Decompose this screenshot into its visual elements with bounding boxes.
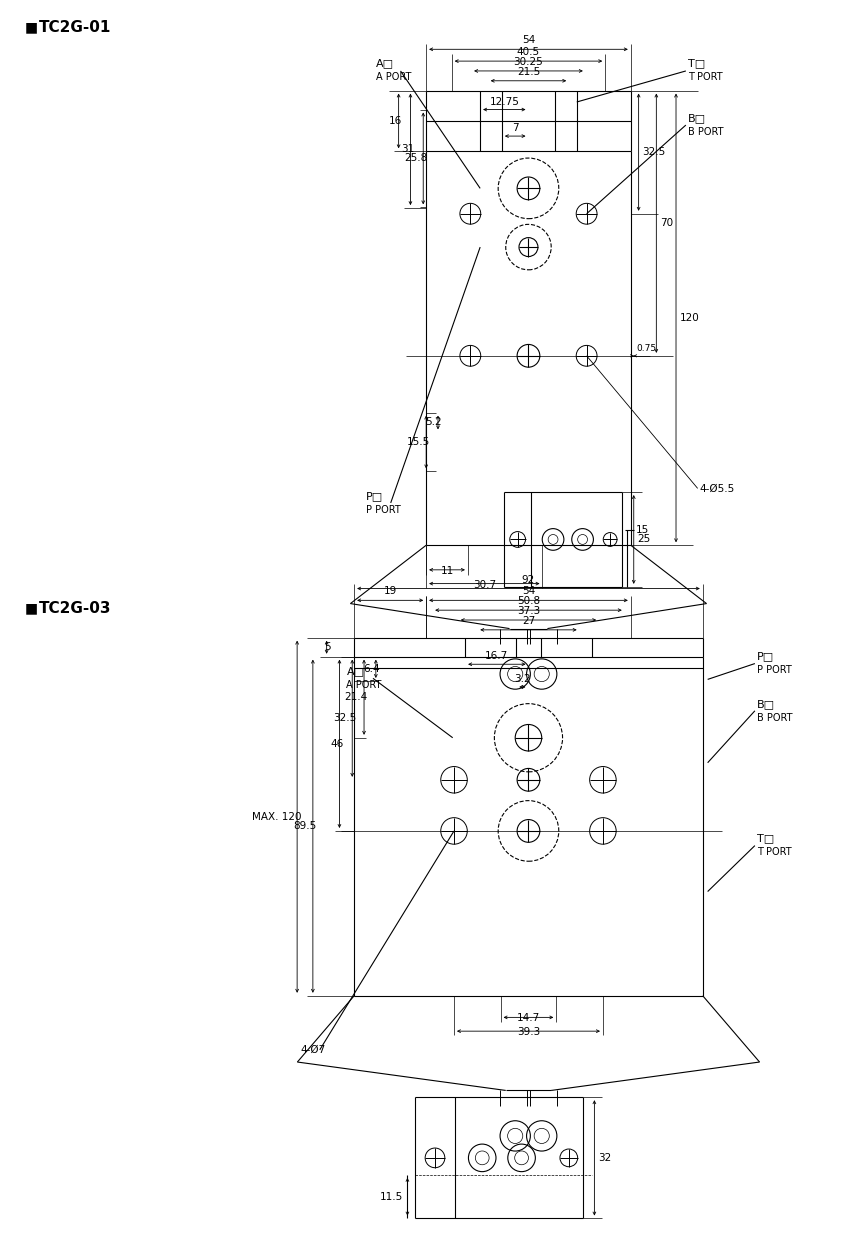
Text: 32: 32 (598, 1153, 612, 1163)
Text: 120: 120 (680, 313, 700, 323)
Text: B□: B□ (687, 113, 706, 123)
Text: A□: A□ (346, 667, 365, 677)
Text: 27: 27 (522, 616, 535, 626)
Text: 11: 11 (440, 566, 454, 576)
Text: 54: 54 (522, 35, 535, 46)
Text: 19: 19 (384, 586, 397, 596)
Text: 5: 5 (324, 642, 331, 652)
Text: TC2G-03: TC2G-03 (38, 601, 111, 616)
Text: B□: B□ (757, 699, 775, 709)
Text: 15.5: 15.5 (407, 437, 431, 447)
Text: 21.4: 21.4 (345, 692, 368, 702)
Text: MAX. 120: MAX. 120 (252, 812, 301, 822)
Text: 31: 31 (401, 144, 414, 154)
Text: 14.7: 14.7 (516, 1013, 540, 1023)
Text: 7: 7 (512, 123, 518, 133)
Text: ■: ■ (24, 21, 38, 35)
Text: 89.5: 89.5 (293, 821, 317, 831)
Text: 0.75: 0.75 (636, 344, 657, 353)
Text: P□: P□ (366, 491, 384, 501)
Text: 54: 54 (522, 586, 535, 596)
Text: 37.3: 37.3 (516, 606, 540, 616)
Text: B PORT: B PORT (757, 713, 792, 723)
Text: T PORT: T PORT (757, 847, 792, 857)
Text: A PORT: A PORT (376, 72, 411, 82)
Text: 39.3: 39.3 (516, 1027, 540, 1037)
Text: A PORT: A PORT (346, 681, 382, 691)
Text: 11.5: 11.5 (380, 1192, 404, 1202)
Text: 12.75: 12.75 (490, 97, 519, 107)
Text: 15: 15 (635, 525, 649, 535)
Text: 3.2: 3.2 (514, 674, 530, 684)
Text: A□: A□ (376, 58, 394, 68)
Text: 21.5: 21.5 (516, 67, 540, 77)
Text: 25: 25 (638, 534, 651, 544)
Text: 25.8: 25.8 (404, 154, 427, 164)
Text: 32.5: 32.5 (333, 713, 356, 723)
Text: 6.4: 6.4 (363, 663, 380, 674)
Text: 4-Ø7: 4-Ø7 (300, 1045, 326, 1054)
Text: 30.7: 30.7 (473, 580, 496, 590)
Text: P PORT: P PORT (366, 504, 401, 514)
Text: 92: 92 (522, 575, 535, 585)
Text: 16.7: 16.7 (485, 651, 509, 661)
Text: 46: 46 (330, 739, 344, 749)
Text: TC2G-01: TC2G-01 (38, 20, 111, 35)
Text: 50.8: 50.8 (517, 596, 540, 606)
Text: P PORT: P PORT (757, 666, 792, 676)
Text: T□: T□ (757, 833, 774, 843)
Text: 16: 16 (390, 116, 403, 125)
Text: 40.5: 40.5 (517, 47, 540, 57)
Text: 32.5: 32.5 (642, 148, 666, 158)
Text: T□: T□ (687, 58, 705, 68)
Text: 4-Ø5.5: 4-Ø5.5 (700, 483, 735, 493)
Text: ■: ■ (24, 601, 38, 615)
Text: 70: 70 (661, 219, 674, 229)
Text: P□: P□ (757, 652, 774, 662)
Text: B PORT: B PORT (687, 127, 723, 137)
Text: 5.2: 5.2 (425, 417, 442, 427)
Text: 30.25: 30.25 (514, 57, 543, 67)
Text: T PORT: T PORT (687, 72, 722, 82)
